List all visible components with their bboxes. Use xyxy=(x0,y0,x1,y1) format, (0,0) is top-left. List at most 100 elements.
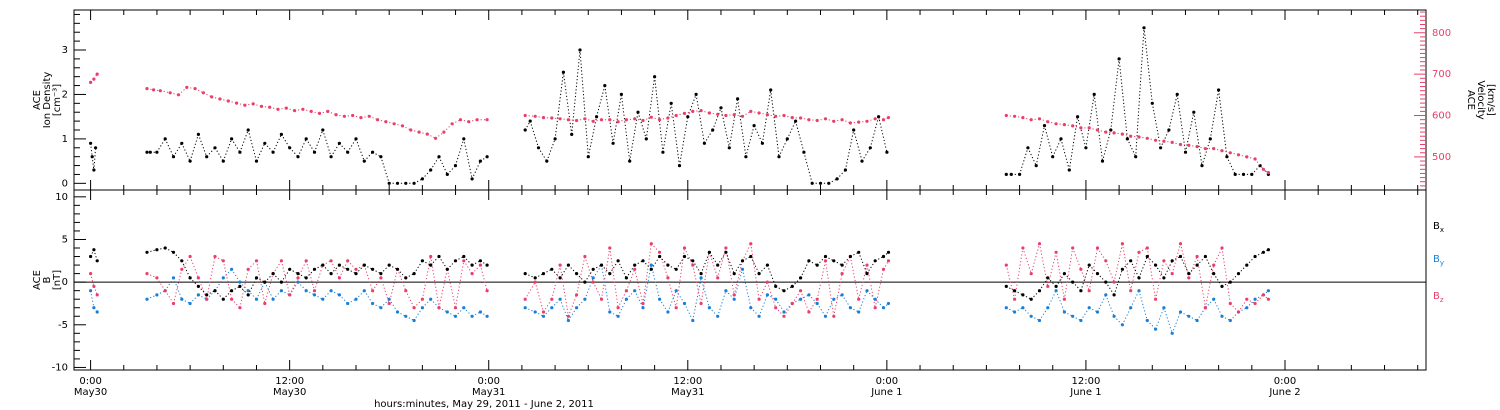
by-series-segment xyxy=(883,303,889,309)
density-series-segment xyxy=(1077,116,1087,148)
bz-series-segment xyxy=(758,281,768,300)
bz-series-segment xyxy=(750,243,760,300)
velocity-series-segment xyxy=(1155,139,1164,142)
density-series-segment xyxy=(1160,129,1170,149)
density-series-segment xyxy=(844,129,855,171)
bx-series-segment xyxy=(708,252,719,266)
by-series-segment xyxy=(297,281,307,292)
by-series-segment xyxy=(339,294,349,304)
by-series-segment xyxy=(1088,307,1098,313)
bx-series-segment xyxy=(1105,281,1115,296)
bz-series-segment xyxy=(625,269,636,291)
velocity-series-segment xyxy=(584,118,594,122)
by-series-segment xyxy=(1047,290,1057,308)
bx-series-segment xyxy=(1072,281,1082,292)
velocity-series-segment xyxy=(676,112,685,116)
bz-series-segment xyxy=(816,260,826,300)
bx-series-segment xyxy=(280,269,291,283)
velocity-series-segment xyxy=(1230,152,1239,156)
bz-series-segment xyxy=(1229,303,1239,313)
velocity-series-segment xyxy=(418,131,428,135)
bz-series-segment xyxy=(609,247,619,308)
velocity-series-segment xyxy=(1072,125,1082,129)
velocity-series-segment xyxy=(451,119,461,125)
velocity-series-segment xyxy=(311,110,320,114)
bz-series-segment xyxy=(866,265,876,308)
velocity-series-segment xyxy=(1254,158,1264,170)
bz-series-segment xyxy=(372,277,382,291)
bz-series-segment xyxy=(280,260,291,296)
velocity-series-segment xyxy=(1246,156,1256,160)
bx-series-segment xyxy=(214,290,224,300)
density-tick-label: 3 xyxy=(62,45,68,56)
velocity-series-segment xyxy=(634,118,644,121)
velocity-tick-label: 500 xyxy=(1432,152,1451,163)
by-series-segment xyxy=(709,307,719,317)
velocity-series xyxy=(89,72,1270,175)
density-series-segment xyxy=(1044,125,1054,157)
density-series-segment xyxy=(455,138,465,166)
by-series-segment xyxy=(775,298,785,313)
velocity-series-segment xyxy=(294,108,303,112)
density-series-segment xyxy=(347,138,357,153)
bx-series-segment xyxy=(1006,285,1015,292)
bx-series-segment xyxy=(1014,290,1024,296)
bz-series-segment xyxy=(479,264,488,291)
bz-series-segment xyxy=(858,264,868,300)
x-tick-time-label: 0:00 xyxy=(876,376,898,387)
bx-series-segment xyxy=(164,247,174,253)
bz-series-segment xyxy=(438,269,448,308)
density-series-segment xyxy=(231,138,241,153)
density-series-segment xyxy=(339,142,349,153)
density-series-segment xyxy=(422,169,432,180)
bx-series-segment xyxy=(1130,260,1140,279)
velocity-tick-label: 600 xyxy=(1432,111,1451,122)
bz-series xyxy=(89,242,1270,318)
velocity-series-segment xyxy=(800,117,810,121)
by-series-segment xyxy=(397,311,407,317)
density-series-segment xyxy=(629,112,639,162)
bz-series-segment xyxy=(156,277,166,291)
by-series-point xyxy=(886,301,891,306)
velocity-series-segment xyxy=(1163,140,1173,143)
velocity-series-segment xyxy=(244,103,254,106)
by-series-point xyxy=(180,297,184,301)
density-series-segment xyxy=(679,116,689,166)
density-series-segment xyxy=(861,147,871,162)
density-series-segment xyxy=(1176,94,1186,153)
velocity-series-segment xyxy=(576,118,586,121)
by-series-segment xyxy=(866,290,876,300)
bz-series-segment xyxy=(808,298,818,313)
bx-series-segment xyxy=(833,260,843,266)
velocity-series-segment xyxy=(319,110,328,114)
by-series-segment xyxy=(1072,315,1082,321)
x-tick-date-label: May30 xyxy=(74,387,107,398)
by-series-segment xyxy=(272,290,282,300)
bz-series-segment xyxy=(1163,260,1173,274)
bx-series-segment xyxy=(1113,269,1123,296)
velocity-series-segment xyxy=(825,118,834,122)
density-series-segment xyxy=(413,178,423,184)
velocity-series-segment xyxy=(394,123,403,127)
bx-series-segment xyxy=(700,252,710,274)
bx-series-segment xyxy=(90,249,95,257)
density-series-point xyxy=(802,150,806,154)
bx-series-segment xyxy=(206,290,216,296)
bx-series-segment xyxy=(1097,273,1107,283)
density-series-segment xyxy=(206,147,216,158)
by-series-segment xyxy=(609,311,619,317)
density-series-segment xyxy=(546,138,556,162)
density-series-segment xyxy=(264,142,274,153)
bx-series-segment xyxy=(339,264,348,270)
density-series-segment xyxy=(355,138,365,162)
by-series-segment xyxy=(222,268,232,279)
velocity-series-segment xyxy=(734,114,743,117)
velocity-series-segment xyxy=(1006,115,1015,117)
velocity-series-segment xyxy=(1188,144,1198,148)
bx-series-segment xyxy=(1138,256,1148,279)
density-series-segment xyxy=(1185,112,1195,153)
velocity-tick-label: 800 xyxy=(1432,28,1451,39)
velocity-series-segment xyxy=(211,96,221,100)
bx-series-point xyxy=(707,250,712,254)
velocity-series-segment xyxy=(410,129,420,133)
